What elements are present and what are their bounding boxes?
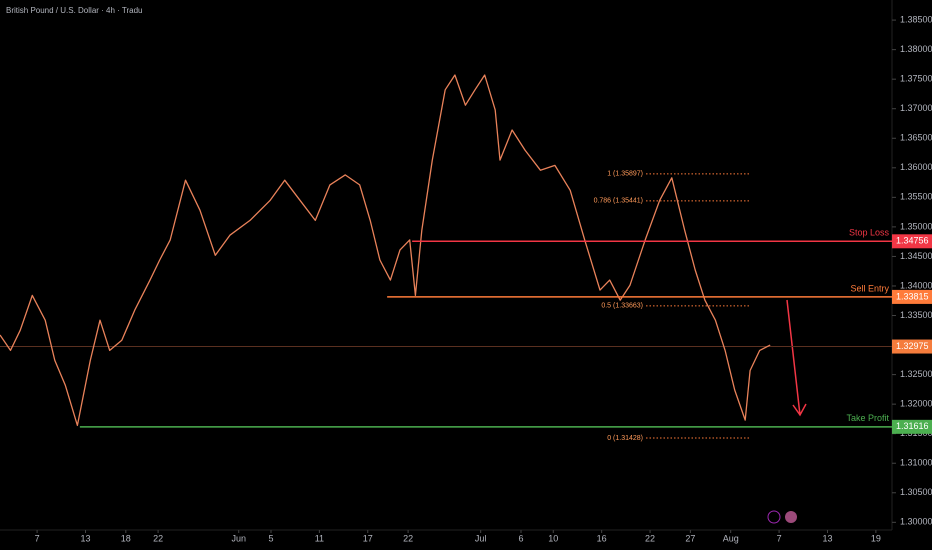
level-name: Take Profit [846,413,889,423]
x-tick-label: 13 [80,533,90,543]
x-tick-label: 7 [35,533,40,543]
level-name: Stop Loss [849,228,890,238]
y-tick-label: 1.30500 [900,487,932,497]
current-price-box [892,339,932,354]
event-icon[interactable] [785,511,797,523]
y-tick-label: 1.35500 [900,192,932,202]
x-tick-label: 22 [153,533,163,543]
y-tick-label: 1.31000 [900,458,932,468]
y-tick-label: 1.34000 [900,280,932,290]
x-tick-label: 18 [121,533,131,543]
fib-label: 1 (1.35897) [607,171,643,178]
chart-title: British Pound / U.S. Dollar · 4h · Tradu [6,6,143,15]
x-tick-label: Jul [475,533,487,543]
x-tick-label: 10 [548,533,558,543]
y-tick-label: 1.38500 [900,14,932,24]
x-tick-label: 19 [871,533,881,543]
x-tick-label: 5 [268,533,273,543]
current-price-label: 1.32975 [896,341,929,351]
fib-label: 0.786 (1.35441) [594,198,643,205]
y-tick-label: 1.36500 [900,133,932,143]
level-price-box [892,419,932,434]
y-tick-label: 1.32000 [900,399,932,409]
x-tick-label: 22 [645,533,655,543]
level-price-box [892,234,932,249]
x-tick-label: 13 [822,533,832,543]
y-tick-label: 1.35000 [900,221,932,231]
x-tick-label: 6 [518,533,523,543]
level-price-label: 1.31616 [896,421,929,431]
y-tick-label: 1.37500 [900,74,932,84]
price-line [0,74,771,427]
event-icon[interactable] [767,510,781,524]
x-tick-label: 16 [597,533,607,543]
y-tick-label: 1.33500 [900,310,932,320]
level-price-label: 1.33815 [896,291,929,301]
x-tick-label: Jun [231,533,246,543]
projection-arrow [786,299,807,417]
y-tick-label: 1.38000 [900,44,932,54]
y-tick-label: 1.30000 [900,517,932,527]
level-price-label: 1.34756 [896,236,929,246]
level-name: Sell Entry [850,283,889,293]
fib-label: 0.5 (1.33663) [601,303,643,310]
x-tick-label: 7 [777,533,782,543]
y-tick-label: 1.36000 [900,162,932,172]
y-tick-label: 1.34500 [900,251,932,261]
x-tick-label: Aug [723,533,739,543]
y-tick-label: 1.37000 [900,103,932,113]
x-tick-label: 17 [363,533,373,543]
fib-label: 0 (1.31428) [607,435,643,442]
x-tick-label: 27 [685,533,695,543]
x-tick-label: 11 [315,533,324,543]
y-tick-label: 1.32500 [900,369,932,379]
x-tick-label: 22 [403,533,413,543]
level-price-box [892,289,932,304]
